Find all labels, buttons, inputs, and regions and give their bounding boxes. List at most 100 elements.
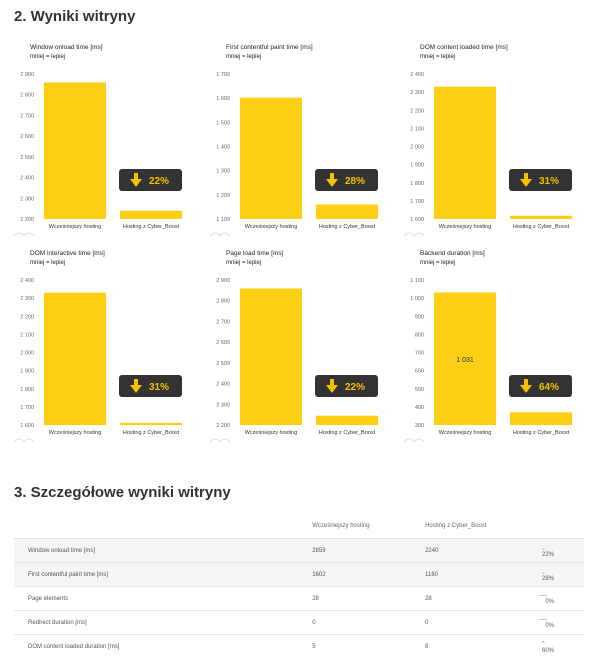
chart-backend-duration: Backend duration [ms] mniej = lepiej 300… <box>390 250 580 450</box>
section-2-title: 2. Wyniki witryny <box>14 8 135 25</box>
y-tick-label: 1 000 <box>410 296 424 302</box>
table-row: Window onload time [ms] 2859 2240 ⌄22% <box>14 539 584 563</box>
category-label: Hosting z Cyber_Boost <box>123 224 180 230</box>
bar <box>240 288 302 425</box>
y-tick-label: 1 400 <box>216 145 230 151</box>
category-label: Hosting z Cyber_Boost <box>319 224 376 230</box>
y-tick-label: 2 900 <box>216 278 230 284</box>
table-header: Wcześniejszy hosting <box>311 514 424 539</box>
watermark-logo-icon <box>210 233 230 236</box>
watermark-logo-icon <box>404 233 424 236</box>
bar <box>120 423 182 425</box>
chart-window-onload: Window onload time [ms] mniej = lepiej 2… <box>0 44 190 244</box>
bar <box>44 82 106 219</box>
y-tick-label: 2 400 <box>216 382 230 388</box>
reduction-percent: 22% <box>149 176 169 187</box>
bar <box>120 211 182 219</box>
y-tick-label: 1 200 <box>216 193 230 199</box>
chart-page-load: Page load time [ms] mniej = lepiej 2 200… <box>196 250 386 450</box>
y-tick-label: 1 800 <box>410 181 424 187</box>
value-after: 8 <box>424 635 535 658</box>
watermark-logo-icon <box>14 233 34 236</box>
value-after: 1160 <box>424 563 535 587</box>
y-tick-label: 2 500 <box>216 361 230 367</box>
y-tick-label: 2 200 <box>20 314 34 320</box>
y-tick-label: 400 <box>415 405 424 411</box>
value-before: 5 <box>311 635 424 658</box>
y-tick-label: 2 300 <box>410 90 424 96</box>
dash-icon: — <box>536 616 550 623</box>
y-tick-label: 1 100 <box>216 217 230 223</box>
y-tick-label: 2 300 <box>216 402 230 408</box>
table-row: Redirect duration [ms] 0 0 —0% <box>14 611 584 635</box>
value-after: 2240 <box>424 539 535 563</box>
y-tick-label: 2 000 <box>410 145 424 151</box>
watermark-logo-icon <box>14 439 34 442</box>
category-label: Wcześniejszy hosting <box>439 224 492 230</box>
y-tick-label: 2 800 <box>20 93 34 99</box>
category-label: Hosting z Cyber_Boost <box>123 430 180 436</box>
bar <box>510 412 572 425</box>
y-tick-label: 1 500 <box>216 120 230 126</box>
metric-name: Window onload time [ms] <box>14 539 311 563</box>
table-row: DOM content loaded duration [ms] 5 8 ⌃60… <box>14 635 584 658</box>
table-header <box>535 514 584 539</box>
category-label: Hosting z Cyber_Boost <box>513 430 570 436</box>
value-before: 28 <box>311 587 424 611</box>
dash-icon: — <box>536 592 550 599</box>
change-value: 22% <box>542 552 554 558</box>
value-before: 0 <box>311 611 424 635</box>
y-tick-label: 2 700 <box>20 113 34 119</box>
metric-name: Page elements <box>14 587 311 611</box>
y-tick-label: 800 <box>415 332 424 338</box>
category-label: Wcześniejszy hosting <box>245 430 298 436</box>
y-tick-label: 2 500 <box>20 155 34 161</box>
table-row: Page elements 28 28 —0% <box>14 587 584 611</box>
y-tick-label: 1 600 <box>20 423 34 429</box>
y-tick-label: 1 700 <box>410 199 424 205</box>
y-tick-label: 700 <box>415 351 424 357</box>
category-label: Wcześniejszy hosting <box>245 224 298 230</box>
y-tick-label: 1 600 <box>216 96 230 102</box>
change-value: 60% <box>542 648 554 654</box>
y-tick-label: 1 700 <box>20 405 34 411</box>
value-before: 1602 <box>311 563 424 587</box>
chart-dom-content-loaded: DOM content loaded time [ms] mniej = lep… <box>390 44 580 244</box>
y-tick-label: 500 <box>415 387 424 393</box>
reduction-percent: 64% <box>539 382 559 393</box>
y-tick-label: 600 <box>415 369 424 375</box>
bar <box>44 293 106 425</box>
y-tick-label: 1 900 <box>410 163 424 169</box>
value-after: 0 <box>424 611 535 635</box>
value-before: 2859 <box>311 539 424 563</box>
metric-name: Redirect duration [ms] <box>14 611 311 635</box>
y-tick-label: 2 600 <box>216 340 230 346</box>
y-tick-label: 900 <box>415 314 424 320</box>
y-tick-label: 2 800 <box>216 299 230 305</box>
y-tick-label: 1 900 <box>20 369 34 375</box>
metric-name: First contentful paint time [ms] <box>14 563 311 587</box>
bar <box>316 205 378 220</box>
y-tick-label: 2 400 <box>20 278 34 284</box>
category-label: Wcześniejszy hosting <box>439 430 492 436</box>
y-tick-label: 300 <box>415 423 424 429</box>
reduction-percent: 22% <box>345 382 365 393</box>
category-label: Hosting z Cyber_Boost <box>513 224 570 230</box>
bar-value-label: 1 031 <box>456 357 474 364</box>
bar <box>510 216 572 219</box>
y-tick-label: 1 700 <box>216 72 230 78</box>
chevron-up-icon: ⌃ <box>536 640 550 648</box>
bar <box>240 98 302 219</box>
y-tick-label: 2 200 <box>20 217 34 223</box>
category-label: Hosting z Cyber_Boost <box>319 430 376 436</box>
reduction-percent: 28% <box>345 176 365 187</box>
results-table: Wcześniejszy hosting Hosting z Cyber_Boo… <box>14 514 584 658</box>
watermark-logo-icon <box>404 439 424 442</box>
bar <box>316 416 378 425</box>
reduction-percent: 31% <box>149 382 169 393</box>
table-row: First contentful paint time [ms] 1602 11… <box>14 563 584 587</box>
